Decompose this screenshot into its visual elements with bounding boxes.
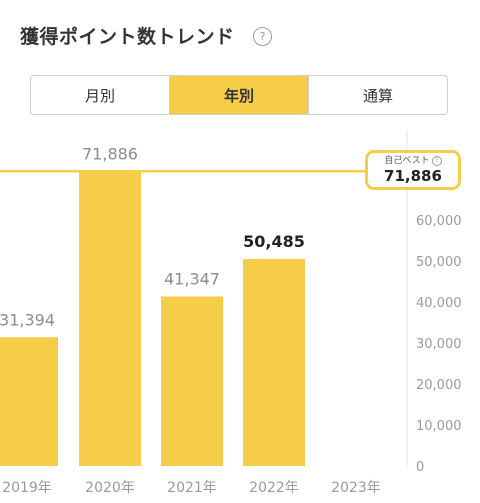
x-tick-label: 2021年	[167, 480, 217, 496]
y-tick-label: 60,000	[416, 214, 462, 229]
x-tick-label: 2023年	[331, 480, 381, 496]
help-icon[interactable]: ?	[253, 27, 272, 46]
tab-yearly[interactable]: 年別	[169, 76, 308, 114]
y-tick-label: 20,000	[416, 378, 462, 393]
tab-monthly[interactable]: 月別	[84, 86, 115, 105]
bar-value-label: 41,347	[164, 269, 220, 288]
page-title: 獲得ポイント数トレンド	[20, 26, 235, 48]
question-icon[interactable]: ?	[431, 156, 442, 166]
bar-2	[161, 296, 223, 466]
y-tick-label: 0	[416, 460, 424, 475]
y-tick-label: 30,000	[416, 337, 462, 352]
bar-chart: 31,394 71,886 41,347 50,485 0 10,000 20,000 30,…	[0, 130, 462, 496]
tab-total[interactable]: 通算	[308, 76, 447, 114]
bar-value-label: 71,886	[82, 144, 138, 163]
personal-best-badge: 自己ベスト? 71,886	[365, 150, 461, 190]
y-tick-label: 10,000	[416, 419, 462, 434]
bar-3	[243, 259, 305, 466]
y-tick-label: 50,000	[416, 255, 462, 270]
bar-1	[79, 171, 141, 466]
y-tick-label: 40,000	[416, 296, 462, 311]
bar-value-label: 31,394	[0, 310, 55, 329]
personal-best-label: 自己ベスト	[384, 156, 430, 166]
x-tick-label: 2020年	[85, 480, 135, 496]
bar-0	[0, 337, 58, 466]
x-tick-label: 2019年	[2, 480, 52, 496]
x-tick-label: 2022年	[249, 480, 299, 496]
bar-value-label: 50,485	[243, 232, 305, 251]
personal-best-value: 71,886	[384, 167, 442, 185]
period-tabs: 月別 年別 通算	[30, 75, 448, 115]
